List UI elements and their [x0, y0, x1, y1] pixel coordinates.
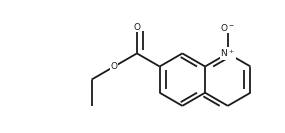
Text: N$^+$: N$^+$	[220, 47, 235, 59]
Text: O$^-$: O$^-$	[220, 22, 235, 33]
Text: O: O	[133, 23, 141, 32]
Text: O: O	[111, 62, 118, 71]
